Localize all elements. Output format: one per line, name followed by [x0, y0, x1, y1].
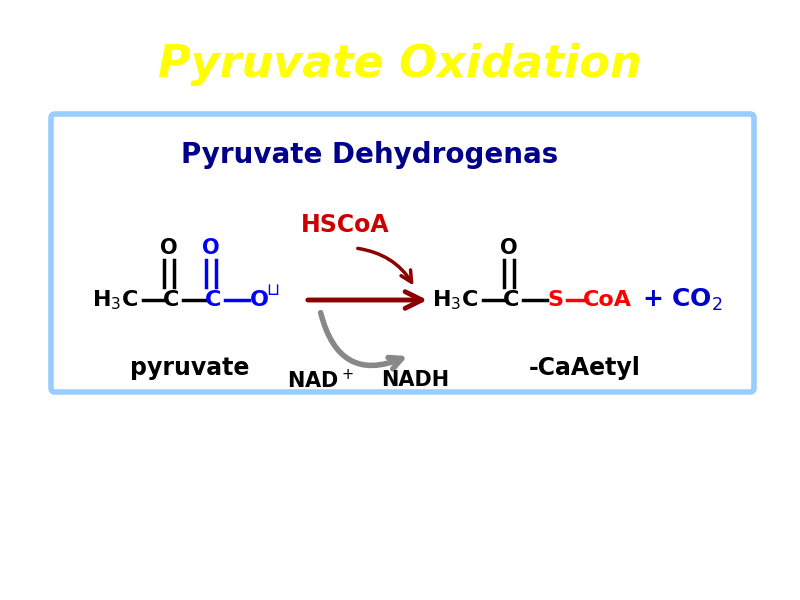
Text: O: O: [250, 290, 269, 310]
Text: NAD$^+$: NAD$^+$: [286, 368, 354, 392]
Text: Pyruvate Dehydrogenas: Pyruvate Dehydrogenas: [182, 141, 558, 169]
Text: -CaAetyl: -CaAetyl: [529, 356, 641, 380]
FancyBboxPatch shape: [51, 114, 754, 392]
Text: + CO$_2$: + CO$_2$: [642, 287, 722, 313]
Text: H$_3$C: H$_3$C: [92, 288, 138, 312]
Text: C: C: [163, 290, 179, 310]
Text: C: C: [503, 290, 519, 310]
Text: O: O: [500, 238, 518, 258]
Text: C: C: [205, 290, 221, 310]
Text: HSCoA: HSCoA: [301, 213, 390, 237]
Text: S: S: [547, 290, 563, 310]
Text: Pyruvate Oxidation: Pyruvate Oxidation: [158, 43, 642, 86]
Text: NADH: NADH: [381, 370, 449, 390]
Text: O: O: [202, 238, 220, 258]
Text: CoA: CoA: [582, 290, 631, 310]
Text: pyruvate: pyruvate: [130, 356, 250, 380]
Text: O: O: [160, 238, 178, 258]
Text: H$_3$C: H$_3$C: [432, 288, 478, 312]
Text: $\sqcup$: $\sqcup$: [266, 281, 280, 299]
